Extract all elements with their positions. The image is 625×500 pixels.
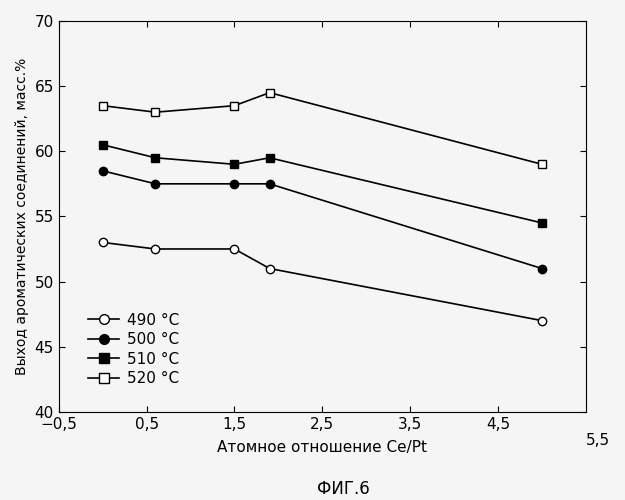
X-axis label: Атомное отношение Ce/Pt: Атомное отношение Ce/Pt [217,440,428,455]
Legend: 490 °C, 500 °C, 510 °C, 520 °C: 490 °C, 500 °C, 510 °C, 520 °C [82,306,185,392]
Text: ФИГ.6: ФИГ.6 [318,480,370,498]
Text: 5,5: 5,5 [586,434,610,448]
Y-axis label: Выход ароматических соединений, масс.%: Выход ароматических соединений, масс.% [15,58,29,375]
